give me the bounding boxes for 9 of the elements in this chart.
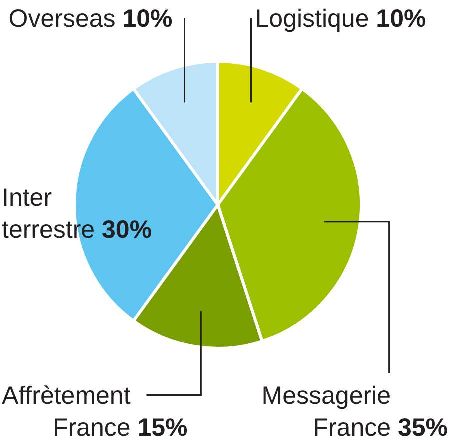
data-label: 10% bbox=[376, 5, 426, 33]
slice-label: Affrètement France bbox=[2, 382, 131, 442]
slice-label: Overseas bbox=[8, 5, 116, 33]
data-label: 30% bbox=[102, 216, 152, 244]
data-label: 15% bbox=[138, 414, 188, 442]
data-label: 35% bbox=[398, 414, 448, 442]
slice-label: Logistique bbox=[255, 5, 370, 33]
data-label: 10% bbox=[122, 5, 173, 33]
slice-label: Messagerie France bbox=[262, 382, 392, 442]
